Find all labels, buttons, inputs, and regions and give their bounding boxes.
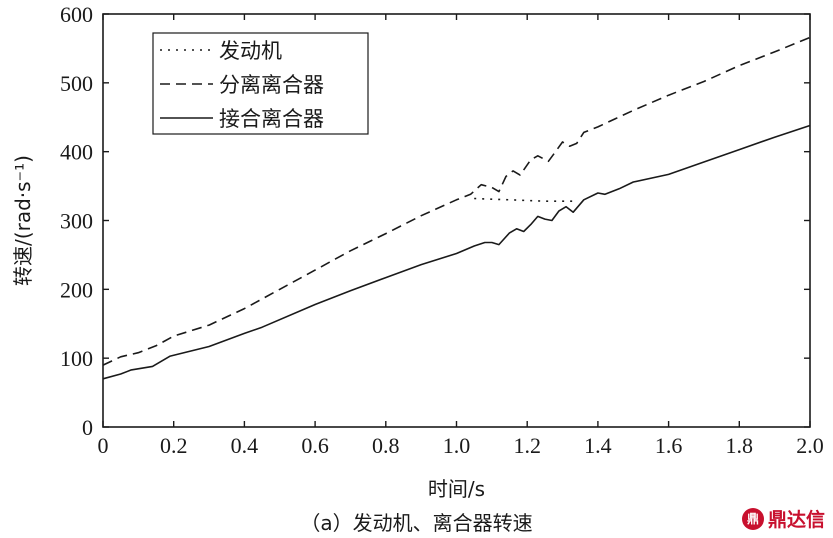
- x-tick-label: 0.6: [301, 433, 329, 458]
- chart-svg: 0 0.2 0.4 0.6 0.8 1.0 1.2 1.4 1.6 1.8 2.0 0 100 200 30…: [11, 2, 824, 500]
- y-axis-label: 转速/(rad·s⁻¹): [11, 155, 35, 286]
- series-line-2: [102, 36, 811, 366]
- legend-label: 分离离合器: [219, 73, 324, 97]
- x-tick-label: 1.4: [584, 433, 612, 458]
- y-tick-label: 400: [60, 140, 93, 165]
- figure-caption: （a）发动机、离合器转速: [300, 511, 533, 535]
- x-tick-label: 2.0: [796, 433, 824, 458]
- plot-area: [102, 36, 811, 380]
- legend-box: [152, 32, 369, 135]
- y-tick-label: 300: [60, 209, 93, 234]
- x-tick-label: 1.8: [726, 433, 754, 458]
- series-line-1: [474, 197, 577, 202]
- x-tick-label: 0.2: [160, 433, 188, 458]
- y-tick-label: 100: [60, 346, 93, 371]
- legend-label: 发动机: [219, 39, 282, 63]
- watermark-logo-icon: 鼎: [741, 507, 764, 530]
- watermark-text: 鼎达信: [767, 509, 825, 531]
- y-tick-label: 500: [60, 71, 93, 96]
- y-tick-label: 200: [60, 277, 93, 302]
- x-tick-label: 1.2: [513, 433, 541, 458]
- y-tick-label: 600: [60, 2, 93, 27]
- axes: 0 0.2 0.4 0.6 0.8 1.0 1.2 1.4 1.6 1.8 2.0 0 100 200 30…: [11, 2, 824, 500]
- legend-label: 接合离合器: [219, 107, 324, 131]
- series-line-3: [102, 124, 811, 380]
- x-tick-label: 0.8: [372, 433, 400, 458]
- x-tick-label: 1.6: [655, 433, 683, 458]
- x-tick-label: 0: [98, 433, 109, 458]
- x-axis-label: 时间/s: [428, 477, 485, 500]
- x-tick-label: 0.4: [231, 433, 259, 458]
- y-tick-label: 0: [82, 415, 93, 440]
- watermark: 鼎 鼎达信: [741, 505, 825, 532]
- x-tick-label: 1.0: [443, 433, 471, 458]
